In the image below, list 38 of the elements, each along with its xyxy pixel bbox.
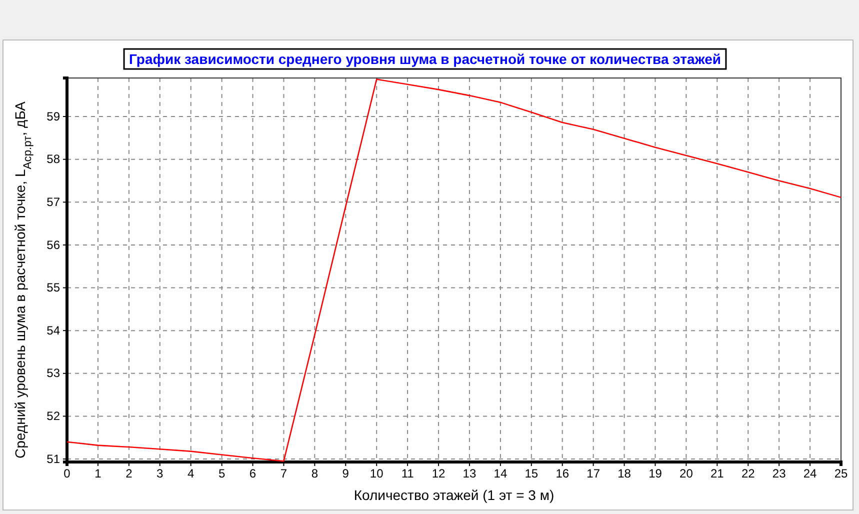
y-tick-label: 58 <box>46 152 60 166</box>
y-tick-label: 54 <box>46 323 60 338</box>
x-tick-label: 20 <box>680 466 694 481</box>
chart-title: График зависимости среднего уровня шума в расчетной точке от количества этажей <box>129 51 721 67</box>
x-tick-label: 9 <box>342 466 350 481</box>
x-tick-label: 8 <box>311 466 318 481</box>
y-tick-label: 57 <box>46 194 60 209</box>
x-tick-label: 16 <box>556 466 570 481</box>
x-tick-label: 3 <box>156 466 164 481</box>
x-tick-label: 13 <box>462 466 476 481</box>
y-tick-label: 53 <box>46 366 60 380</box>
x-tick-label: 10 <box>370 466 384 481</box>
y-tick-label: 52 <box>46 409 60 424</box>
x-tick-label: 17 <box>586 466 600 481</box>
line-series <box>66 78 842 462</box>
x-tick-label: 0 <box>64 466 71 481</box>
y-tick-label: 59 <box>46 109 60 124</box>
x-tick-label: 24 <box>803 466 818 481</box>
y-tick-label: 56 <box>46 238 60 252</box>
x-tick-label: 11 <box>401 466 414 481</box>
x-tick-label: 6 <box>249 466 256 481</box>
x-axis-title: Количество этажей (1 эт = 3 м) <box>354 487 554 503</box>
x-tick-label: 1 <box>94 466 102 481</box>
x-tick-label: 5 <box>218 466 226 481</box>
x-tick-label: 14 <box>494 466 508 481</box>
x-tick-label: 21 <box>710 466 724 481</box>
x-tick-label: 7 <box>280 466 288 481</box>
y-tick-label: 51 <box>46 452 60 466</box>
y-tick-label: 55 <box>46 280 60 295</box>
x-tick-label: 18 <box>618 466 632 481</box>
x-tick-label: 12 <box>432 466 446 481</box>
x-tick-label: 2 <box>126 466 133 481</box>
x-tick-label: 4 <box>187 466 194 481</box>
x-tick-label: 23 <box>772 466 786 481</box>
x-tick-label: 25 <box>834 466 848 481</box>
x-tick-label: 15 <box>524 466 538 481</box>
x-tick-label: 22 <box>741 466 756 481</box>
x-tick-label: 19 <box>648 466 662 481</box>
